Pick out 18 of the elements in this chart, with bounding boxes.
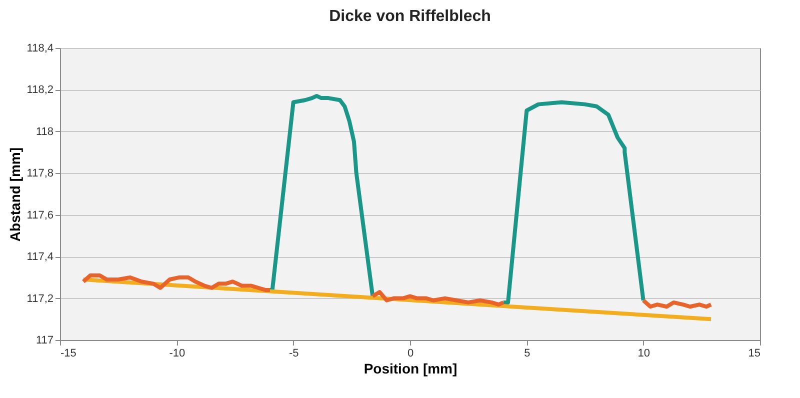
y-tick-label: 118 — [36, 126, 54, 138]
y-tick-label: 117,6 — [26, 209, 54, 222]
x-tick-label: 5 — [524, 348, 530, 360]
chart-title: Dicke von Riffelblech — [329, 8, 491, 25]
y-tick-label: 118,4 — [26, 42, 54, 54]
x-axis-title: Position [mm] — [364, 360, 458, 376]
x-tick-label: 15 — [748, 348, 760, 360]
y-tick-label: 117 — [36, 334, 54, 346]
y-axis-title: Abstand [mm] — [6, 147, 23, 242]
x-tick-label: -15 — [60, 348, 76, 360]
x-tick-label: 10 — [638, 348, 650, 360]
y-tick-label: 117,4 — [26, 251, 54, 264]
y-tick-label: 118,2 — [26, 84, 54, 96]
y-tick-label: 117,2 — [26, 292, 54, 305]
x-tick-label: -5 — [288, 348, 299, 360]
y-tick-label: 117,8 — [26, 168, 54, 180]
x-tick-label: -10 — [169, 348, 186, 360]
x-tick-label: 0 — [407, 348, 414, 360]
